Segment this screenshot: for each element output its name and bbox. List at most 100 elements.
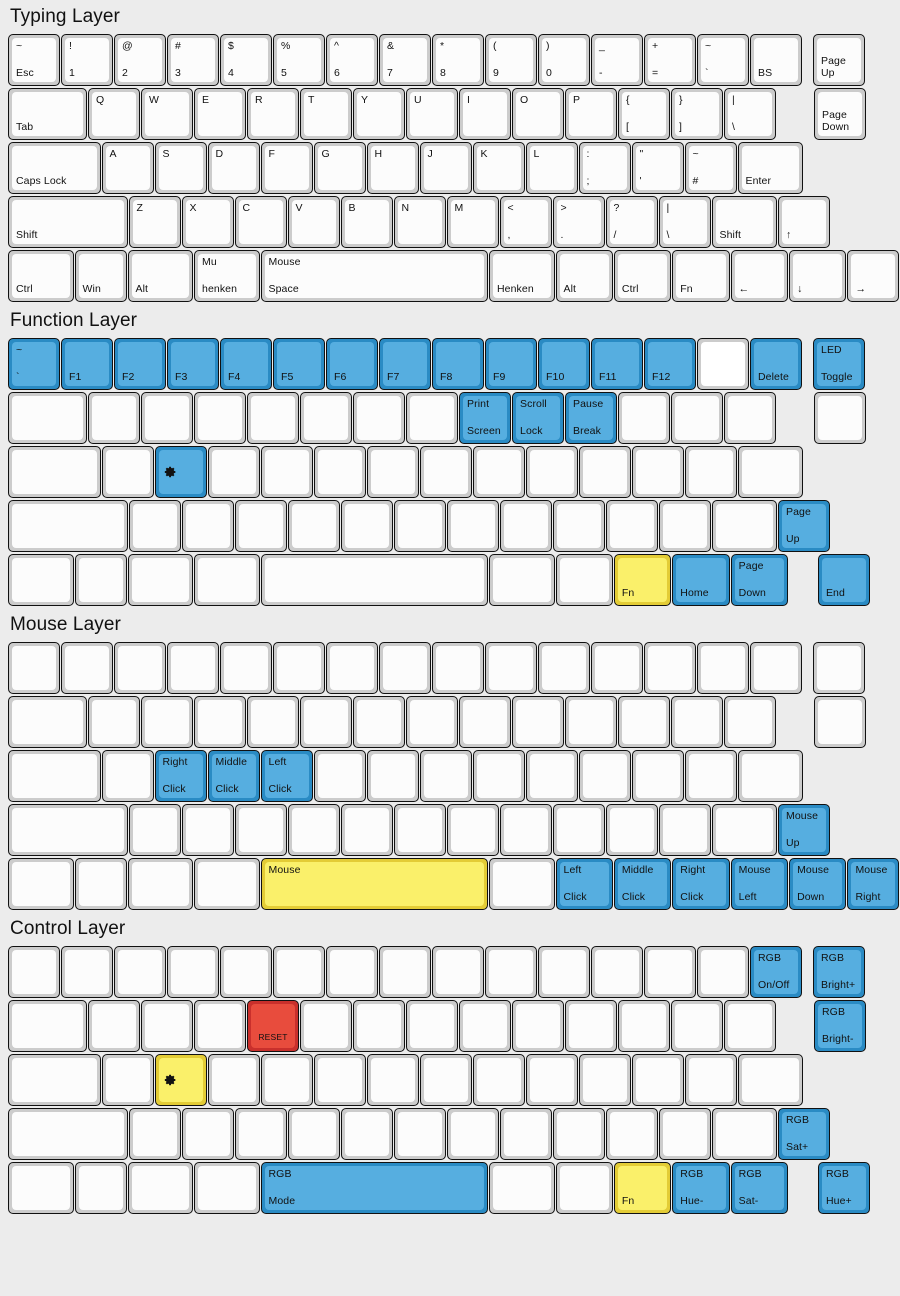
function-key-blank[interactable] xyxy=(8,554,74,606)
function-key-blank[interactable] xyxy=(578,446,631,498)
function-key-f12[interactable]: F12 xyxy=(644,338,696,390)
typing-key-esc[interactable]: ~ Esc xyxy=(8,34,60,86)
control-key-blank[interactable] xyxy=(220,946,272,998)
function-key-blank[interactable] xyxy=(74,554,127,606)
mouse-key-blank[interactable] xyxy=(538,642,590,694)
control-key-hue-[interactable]: RGB Hue- xyxy=(672,1162,730,1214)
control-key-blank[interactable] xyxy=(485,946,537,998)
control-key-blank[interactable] xyxy=(181,1108,234,1160)
typing-key-bs[interactable]: BS xyxy=(750,34,802,86)
mouse-key-blank[interactable] xyxy=(578,750,631,802)
control-key-blank[interactable] xyxy=(538,946,590,998)
control-key-blank[interactable] xyxy=(552,1108,605,1160)
control-key-mode[interactable]: RGB Mode xyxy=(260,1162,488,1214)
mouse-key-blank[interactable] xyxy=(512,696,564,748)
function-key-blank[interactable] xyxy=(552,500,605,552)
typing-key-enter[interactable]: Enter xyxy=(737,142,803,194)
control-key-blank[interactable] xyxy=(393,1108,446,1160)
control-key-blank[interactable] xyxy=(114,946,166,998)
function-key-blank[interactable] xyxy=(658,500,711,552)
typing-key-o[interactable]: O xyxy=(512,88,564,140)
function-key-blank[interactable] xyxy=(8,446,101,498)
function-key-blank[interactable] xyxy=(353,392,405,444)
function-key-blank[interactable] xyxy=(260,446,313,498)
typing-key-ctrl[interactable]: Ctrl xyxy=(8,250,74,302)
control-key-blank[interactable] xyxy=(74,1162,127,1214)
typing-key-space[interactable]: Mouse Space xyxy=(260,250,488,302)
control-key-blank[interactable] xyxy=(353,1000,405,1052)
function-key-blank[interactable] xyxy=(446,500,499,552)
control-key-blank[interactable] xyxy=(194,1000,246,1052)
typing-key-ctrl[interactable]: Ctrl xyxy=(613,250,672,302)
mouse-key-blank[interactable] xyxy=(128,804,181,856)
mouse-key-blank[interactable] xyxy=(234,804,287,856)
typing-key-v[interactable]: V xyxy=(287,196,340,248)
mouse-key-click[interactable]: Left Click xyxy=(555,858,613,910)
function-key-end-island[interactable]: End xyxy=(817,554,870,606)
function-key-up[interactable]: Page Up xyxy=(778,500,830,552)
control-key-blank[interactable] xyxy=(711,1108,777,1160)
control-key-blank[interactable] xyxy=(8,1108,128,1160)
typing-key-8[interactable]: * 8 xyxy=(432,34,484,86)
mouse-key-blank[interactable] xyxy=(101,750,154,802)
control-key-fn[interactable]: Fn xyxy=(613,1162,672,1214)
typing-key-blank[interactable]: ~ ` xyxy=(697,34,749,86)
mouse-key-click[interactable]: Right Click xyxy=(154,750,207,802)
control-key-blank[interactable] xyxy=(684,1054,737,1106)
control-key-blank[interactable] xyxy=(631,1054,684,1106)
mouse-key-blank[interactable] xyxy=(194,858,260,910)
mouse-key-blank[interactable] xyxy=(658,804,711,856)
function-key-delete[interactable]: Delete xyxy=(750,338,802,390)
function-key-blank[interactable] xyxy=(697,338,749,390)
typing-key-blank[interactable]: }] xyxy=(671,88,723,140)
control-key-blank[interactable] xyxy=(499,1108,552,1160)
mouse-key-blank[interactable] xyxy=(565,696,617,748)
control-key-blank[interactable] xyxy=(605,1108,658,1160)
control-key-blank[interactable] xyxy=(141,1000,193,1052)
mouse-key-right-island[interactable]: Mouse Right xyxy=(847,858,900,910)
control-key-sat+[interactable]: RGB Sat+ xyxy=(778,1108,830,1160)
mouse-key-blank[interactable] xyxy=(88,696,140,748)
typing-key-blank[interactable]: >. xyxy=(552,196,605,248)
typing-key-tab[interactable]: Tab xyxy=(8,88,87,140)
mouse-key-blank[interactable] xyxy=(684,750,737,802)
mouse-key-blank[interactable] xyxy=(697,642,749,694)
typing-key-y[interactable]: Y xyxy=(353,88,405,140)
mouse-key-blank[interactable] xyxy=(459,696,511,748)
control-key-blank[interactable] xyxy=(366,1054,419,1106)
function-key-blank[interactable] xyxy=(8,392,87,444)
function-key-f1[interactable]: F1 xyxy=(61,338,113,390)
mouse-key-blank[interactable] xyxy=(167,642,219,694)
control-key-blank[interactable] xyxy=(724,1000,776,1052)
control-key-bright+-island[interactable]: RGB Bright+ xyxy=(813,946,865,998)
function-key-blank[interactable] xyxy=(247,392,299,444)
control-key-blank[interactable] xyxy=(432,946,484,998)
typing-key-g[interactable]: G xyxy=(313,142,366,194)
function-key-blank[interactable] xyxy=(88,392,140,444)
mouse-key-blank[interactable] xyxy=(287,804,340,856)
typing-key-n[interactable]: N xyxy=(393,196,446,248)
typing-key-capslock[interactable]: Caps Lock xyxy=(8,142,101,194)
function-key-f7[interactable]: F7 xyxy=(379,338,431,390)
typing-key-blank[interactable]: + = xyxy=(644,34,696,86)
typing-key-1[interactable]: ! 1 xyxy=(61,34,113,86)
control-key-blank[interactable] xyxy=(260,1054,313,1106)
control-key-blank[interactable] xyxy=(671,1000,723,1052)
function-key-blank[interactable] xyxy=(472,446,525,498)
function-key-blank[interactable] xyxy=(181,500,234,552)
typing-key-win[interactable]: Win xyxy=(74,250,127,302)
function-key-home[interactable]: Home xyxy=(672,554,730,606)
function-key-lock[interactable]: Scroll Lock xyxy=(512,392,564,444)
typing-key-4[interactable]: $4 xyxy=(220,34,272,86)
typing-key-blank[interactable]: ↓ xyxy=(789,250,847,302)
mouse-key-blank[interactable] xyxy=(141,696,193,748)
typing-key-c[interactable]: C xyxy=(234,196,287,248)
mouse-key-blank[interactable] xyxy=(74,858,127,910)
mouse-key-blank[interactable] xyxy=(220,642,272,694)
control-key-blank[interactable] xyxy=(555,1162,613,1214)
control-key-blank[interactable] xyxy=(101,1054,154,1106)
mouse-key-blank[interactable] xyxy=(8,858,74,910)
control-key-blank[interactable] xyxy=(525,1054,578,1106)
function-key-blank[interactable] xyxy=(207,446,260,498)
function-key-blank[interactable] xyxy=(300,392,352,444)
